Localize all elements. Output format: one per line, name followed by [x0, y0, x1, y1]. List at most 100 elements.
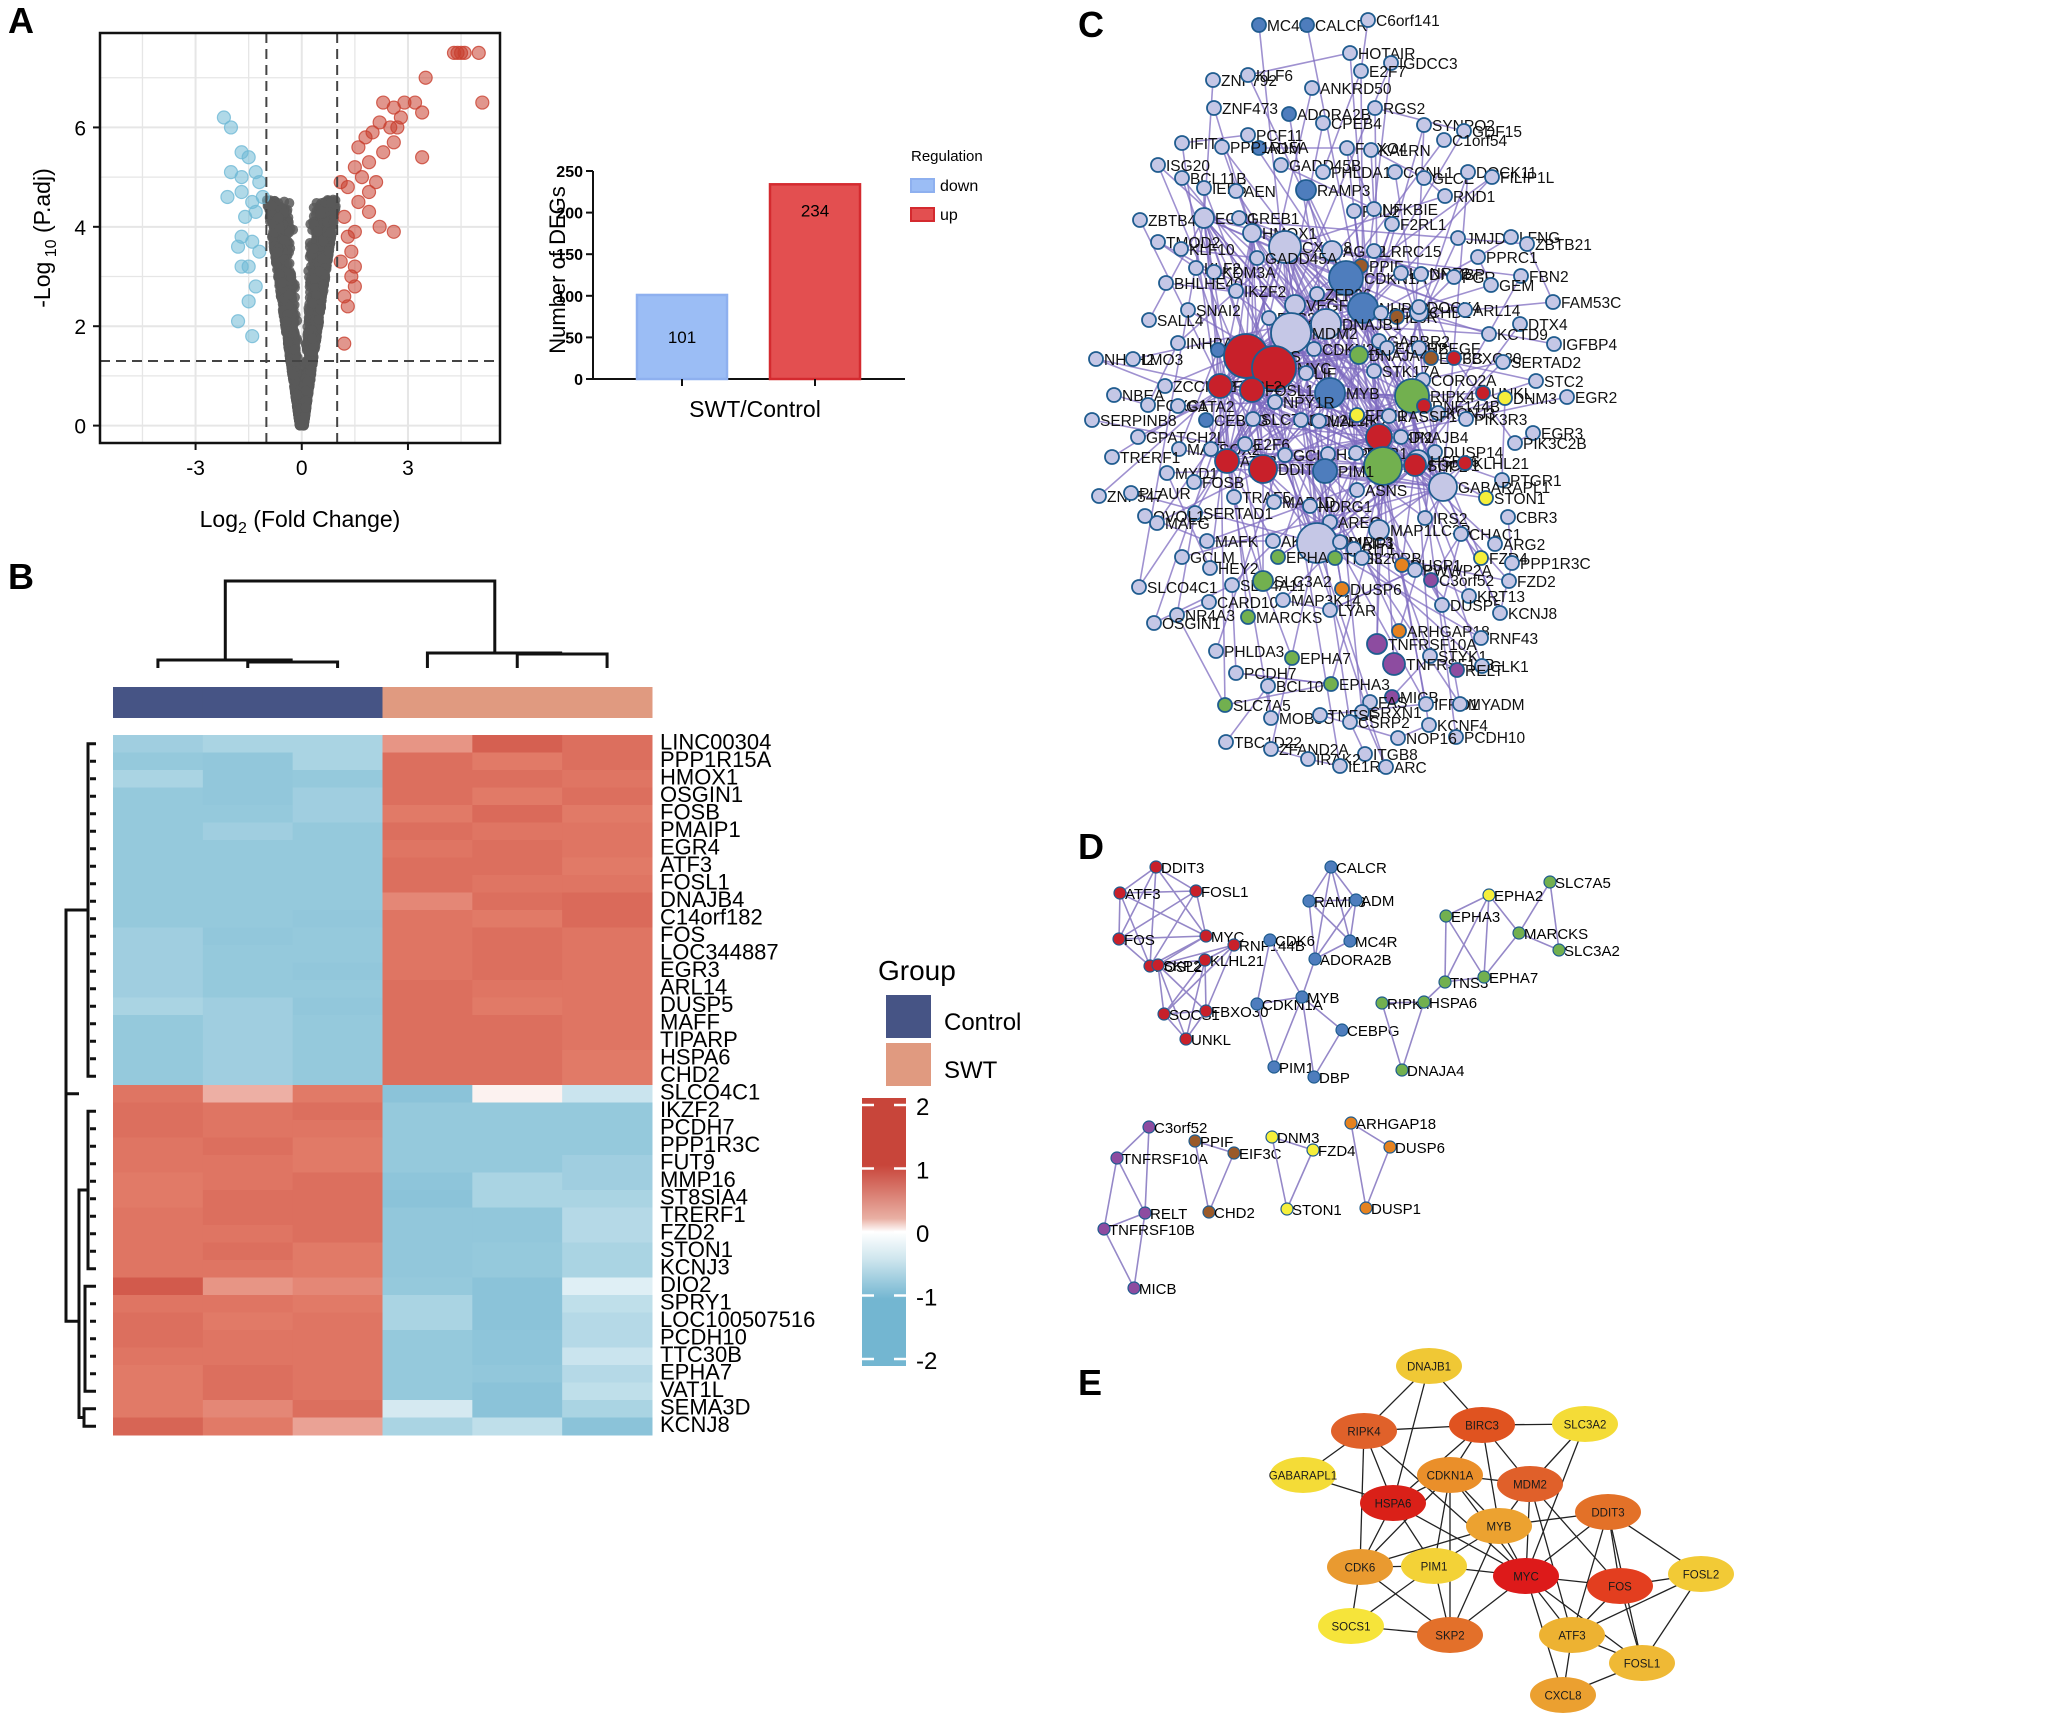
ns-point [301, 403, 311, 413]
ppi-node-label: FAM53C [1561, 295, 1621, 312]
heatmap-cell [472, 1103, 562, 1121]
ppi-node-label: IKZF2 [1244, 284, 1286, 301]
heatmap-cell [472, 928, 562, 946]
ppi-node-BCL2L1 [1294, 413, 1308, 427]
ppi-node-ARHGAP18 [1392, 624, 1406, 638]
heatmap-cell [472, 1313, 562, 1331]
ppi-node-AKR1B10 [1266, 534, 1280, 548]
ns-point [282, 317, 292, 327]
hub-node-label: DNAJB1 [1407, 1362, 1451, 1374]
heatmap-cell [383, 1085, 473, 1103]
module-edge [1205, 960, 1206, 1011]
heatmap-cell [113, 998, 203, 1016]
heatmap-cell [293, 1033, 383, 1051]
ppi-node-EGR2 [1560, 390, 1574, 404]
heatmap-cell [113, 1120, 203, 1138]
heatmap-cell [562, 1085, 652, 1103]
up-point [476, 96, 489, 109]
ppi-node-label: OSGIN1 [1162, 616, 1221, 633]
heatmap-cell [293, 1418, 383, 1436]
heatmap-cell [383, 1033, 473, 1051]
ppi-node-TRERF1 [1105, 450, 1119, 464]
ppi-node-label: RNF43 [1489, 631, 1538, 648]
heatmap-cell [113, 823, 203, 841]
ppi-node-CEBPG [1199, 413, 1213, 427]
ppi-node-SYNPO2 [1417, 118, 1431, 132]
down-point [249, 280, 262, 293]
ppi-node-label: KLHL21 [1473, 456, 1529, 473]
legend-label-down: down [940, 178, 978, 195]
heatmap-cell [472, 1383, 562, 1401]
heatmap-cell [383, 1068, 473, 1086]
dendro-branch [88, 1111, 96, 1269]
ppi-node-label: E2F7 [1369, 64, 1406, 81]
hub-node-label: MYC [1513, 1572, 1539, 1584]
ppi-node-FOXO4 [1340, 141, 1354, 155]
ppi-node-TNFRSF10B [1383, 653, 1405, 675]
ppi-node-label: IL1R [1348, 759, 1381, 776]
hub-node-label: CDKN1A [1427, 1471, 1474, 1483]
ppi-node-label: PPP1R3C [1520, 556, 1591, 573]
group-legend-swatch-SWT [886, 1043, 931, 1086]
ppi-node-DNM3 [1498, 391, 1512, 405]
x-tick-label: -3 [186, 457, 205, 480]
heatmap-cell [203, 1278, 293, 1296]
heatmap-cell [113, 1015, 203, 1033]
ppi-node-RND1 [1438, 189, 1452, 203]
x-tick-label: 3 [402, 457, 414, 480]
ns-point [288, 370, 298, 380]
heatmap-cell [383, 1173, 473, 1191]
ppi-node-label: PIM1 [1338, 464, 1374, 481]
heatmap-cell [113, 1260, 203, 1278]
ppi-node-label: ZBTB21 [1535, 237, 1592, 254]
ppi-node-KLF2 [1189, 261, 1203, 275]
up-point [416, 106, 429, 119]
ppi-node-label: EPHA7 [1300, 651, 1351, 668]
heatmap-cell [293, 753, 383, 771]
module-edge [1145, 1127, 1149, 1213]
ppi-node-label: BCL10 [1276, 679, 1324, 696]
dendro-branch [225, 581, 495, 660]
ppi-node-label: CSRP2 [1358, 715, 1410, 732]
heatmap-cell [562, 1103, 652, 1121]
heatmap-cell [562, 805, 652, 823]
heatmap-cell [472, 1173, 562, 1191]
heatmap-cell [383, 1348, 473, 1366]
ppi-node-label: PPP1R15A [1230, 140, 1309, 157]
ppi-node-FBXO30 [1447, 351, 1461, 365]
ppi-node-DNAJB4 [1394, 430, 1408, 444]
heatmap-cell [562, 1155, 652, 1173]
heatmap-cell [383, 788, 473, 806]
ppi-node-ZBTB21 [1520, 237, 1534, 251]
heatmap-cell [203, 770, 293, 788]
ppi-node-RAMP3 [1296, 180, 1316, 200]
module-node-label: DUSP6 [1395, 1140, 1445, 1157]
group-annotation-Control [203, 687, 293, 718]
ns-point [317, 254, 327, 264]
ppi-node-NPY1R [1268, 395, 1282, 409]
ppi-node-CBR3 [1501, 510, 1515, 524]
ppi-node-label: KALRN [1379, 143, 1431, 160]
heatmap-cell [383, 770, 473, 788]
ppi-node-label: ARC [1394, 760, 1427, 777]
heatmap-cell [203, 1313, 293, 1331]
heatmap-cell [203, 1225, 293, 1243]
ppi-node-NBEA [1107, 388, 1121, 402]
ppi-node-label: LYAR [1338, 603, 1376, 620]
heatmap-cell [562, 998, 652, 1016]
heatmap-cell [562, 1243, 652, 1261]
heatmap-cell [203, 1365, 293, 1383]
heatmap-cell [113, 1068, 203, 1086]
ppi-node-MARCKS [1241, 610, 1255, 624]
down-point [242, 295, 255, 308]
up-point [348, 280, 361, 293]
legend-title: Regulation [911, 148, 983, 165]
hub-node-label: FOSL1 [1624, 1659, 1660, 1671]
y-tick-label: 250 [556, 164, 583, 181]
heatmap-cell [472, 770, 562, 788]
legend-label-up: up [940, 207, 958, 224]
heatmap-cell [383, 1365, 473, 1383]
heatmap-cell [383, 1208, 473, 1226]
module-node-label: PPIF [1200, 1134, 1233, 1151]
ppi-node-RGS2 [1368, 101, 1382, 115]
